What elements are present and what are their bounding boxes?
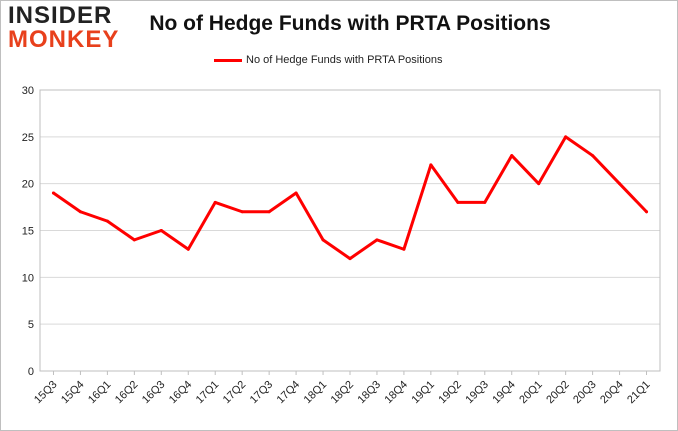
y-tick-label: 20	[22, 179, 34, 191]
data-point	[402, 247, 406, 251]
x-tick-label: 19Q4	[490, 379, 518, 407]
data-point	[375, 238, 379, 242]
x-tick-label: 17Q2	[221, 379, 249, 407]
x-tick-label: 19Q1	[409, 379, 437, 407]
x-tick-label: 17Q4	[275, 379, 303, 407]
x-tick-label: 15Q3	[32, 379, 60, 407]
data-point	[159, 229, 163, 232]
data-point	[51, 191, 55, 195]
x-tick-label: 17Q1	[194, 379, 222, 407]
data-point	[105, 219, 109, 223]
data-point	[132, 238, 136, 242]
x-tick-label: 17Q3	[248, 379, 276, 407]
data-point	[591, 154, 595, 158]
data-point	[483, 200, 487, 204]
x-tick-label: 20Q3	[571, 379, 599, 407]
x-tick-label: 16Q4	[167, 379, 195, 407]
data-point	[267, 210, 271, 214]
x-tick-label: 16Q3	[140, 379, 168, 407]
x-tick-label: 16Q1	[86, 379, 114, 407]
x-tick-label: 20Q4	[598, 379, 626, 407]
y-tick-label: 15	[22, 226, 34, 238]
data-point	[294, 191, 298, 195]
data-point	[618, 182, 622, 186]
x-tick-label: 20Q2	[544, 379, 572, 407]
logo-line-1: INSIDER	[8, 2, 113, 29]
legend-label: No of Hedge Funds with PRTA Positions	[246, 54, 443, 66]
data-point	[186, 247, 190, 251]
data-point	[456, 200, 460, 204]
chart-title: No of Hedge Funds with PRTA Positions	[149, 12, 551, 35]
y-tick-label: 10	[22, 272, 34, 284]
chart-legend: No of Hedge Funds with PRTA Positions	[214, 54, 442, 66]
x-tick-label: 18Q3	[356, 379, 384, 407]
data-point	[213, 200, 217, 204]
insider-monkey-logo: INSIDER MONKEY	[8, 4, 119, 52]
x-tick-label: 16Q2	[113, 379, 141, 407]
series-line	[51, 135, 649, 261]
logo-line-2: MONKEY	[8, 26, 120, 53]
data-point	[78, 210, 82, 214]
x-tick-label: 18Q2	[329, 379, 357, 407]
x-tick-label: 19Q2	[436, 379, 464, 407]
data-point	[564, 135, 568, 139]
data-point	[510, 154, 514, 158]
data-point	[348, 257, 352, 261]
y-tick-label: 30	[22, 85, 34, 97]
x-tick-label: 15Q4	[59, 379, 87, 407]
x-tick-label: 18Q4	[383, 379, 411, 407]
x-tick-label: 20Q1	[517, 379, 545, 407]
x-tick-label: 18Q1	[302, 379, 330, 407]
x-tick-label: 21Q1	[625, 379, 653, 407]
data-point	[321, 238, 325, 242]
data-point	[240, 210, 244, 214]
data-point	[429, 163, 433, 167]
legend-swatch	[214, 58, 242, 62]
data-point	[645, 210, 649, 214]
y-tick-label: 0	[28, 366, 34, 378]
y-tick-label: 5	[28, 319, 34, 331]
data-point	[537, 182, 541, 186]
x-tick-label: 19Q3	[463, 379, 491, 407]
y-tick-label: 25	[22, 132, 34, 144]
